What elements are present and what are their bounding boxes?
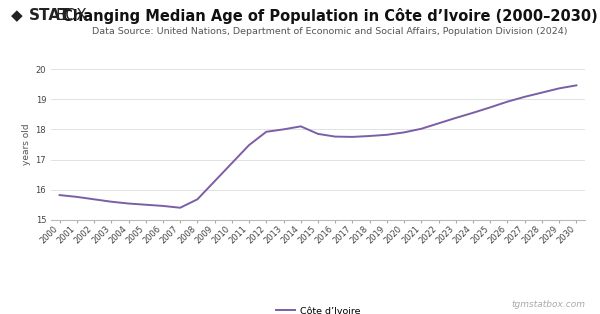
Text: tgmstatbox.com: tgmstatbox.com xyxy=(511,300,585,309)
Text: STAT: STAT xyxy=(29,8,70,23)
Text: Changing Median Age of Population in Côte d’Ivoire (2000–2030): Changing Median Age of Population in Côt… xyxy=(62,8,598,24)
Y-axis label: years old: years old xyxy=(22,124,31,165)
Text: BOX: BOX xyxy=(56,8,88,23)
Text: ◆: ◆ xyxy=(11,8,23,23)
Text: Data Source: United Nations, Department of Economic and Social Affairs, Populati: Data Source: United Nations, Department … xyxy=(92,27,568,36)
Legend: Côte d’Ivoire: Côte d’Ivoire xyxy=(272,303,364,314)
